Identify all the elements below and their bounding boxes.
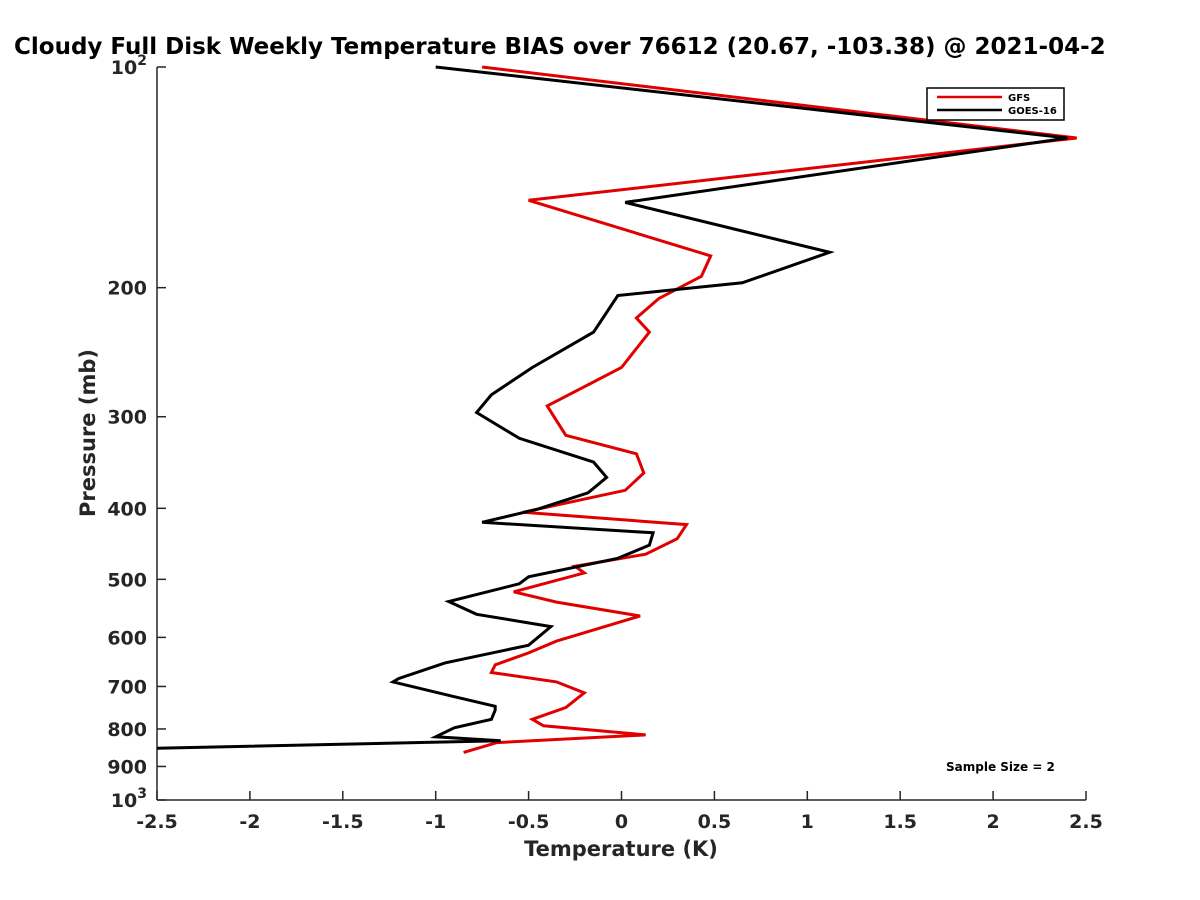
x-tick-label: 2.5 (1069, 811, 1103, 833)
x-axis-ticks: -2.5 -2 -1.5 -1 -0.5 0 0.5 1 1.5 2 2.5 (136, 791, 1103, 833)
series-line-gfs (463, 65, 1077, 754)
y-tick-label: 500 (107, 569, 147, 591)
x-axis-label: Temperature (K) (524, 837, 718, 861)
y-tick-label: 600 (107, 627, 147, 649)
y-tick-label: 900 (107, 756, 147, 778)
series-line-goes-16 (156, 65, 1068, 750)
legend-label-goes16: GOES-16 (1008, 106, 1057, 117)
y-tick-label: 400 (107, 498, 147, 520)
x-tick-label: -1 (425, 811, 446, 833)
y-axis-label: Pressure (mb) (76, 349, 100, 517)
x-tick-label: 0.5 (698, 811, 732, 833)
y-tick-label: 800 (107, 719, 147, 741)
y-tick-label: 700 (107, 676, 147, 698)
x-tick-label: 1 (801, 811, 814, 833)
legend-box (926, 87, 1065, 121)
y-tick-label: 300 (107, 407, 147, 429)
x-tick-label: -2 (239, 811, 260, 833)
chart-title: Cloudy Full Disk Weekly Temperature BIAS… (14, 34, 1106, 60)
x-tick-label: 0 (615, 811, 628, 833)
x-tick-label: 1.5 (883, 811, 917, 833)
x-tick-label: -0.5 (508, 811, 550, 833)
sample-size-annotation: Sample Size = 2 (946, 760, 1055, 774)
legend: GFS GOES-16 (926, 87, 1065, 121)
x-tick-label: -1.5 (322, 811, 364, 833)
y-tick-label: 200 (107, 278, 147, 300)
x-tick-label: 2 (986, 811, 999, 833)
x-tick-label: -2.5 (136, 811, 178, 833)
series-layer (156, 65, 1077, 754)
legend-label-gfs: GFS (1008, 93, 1030, 104)
